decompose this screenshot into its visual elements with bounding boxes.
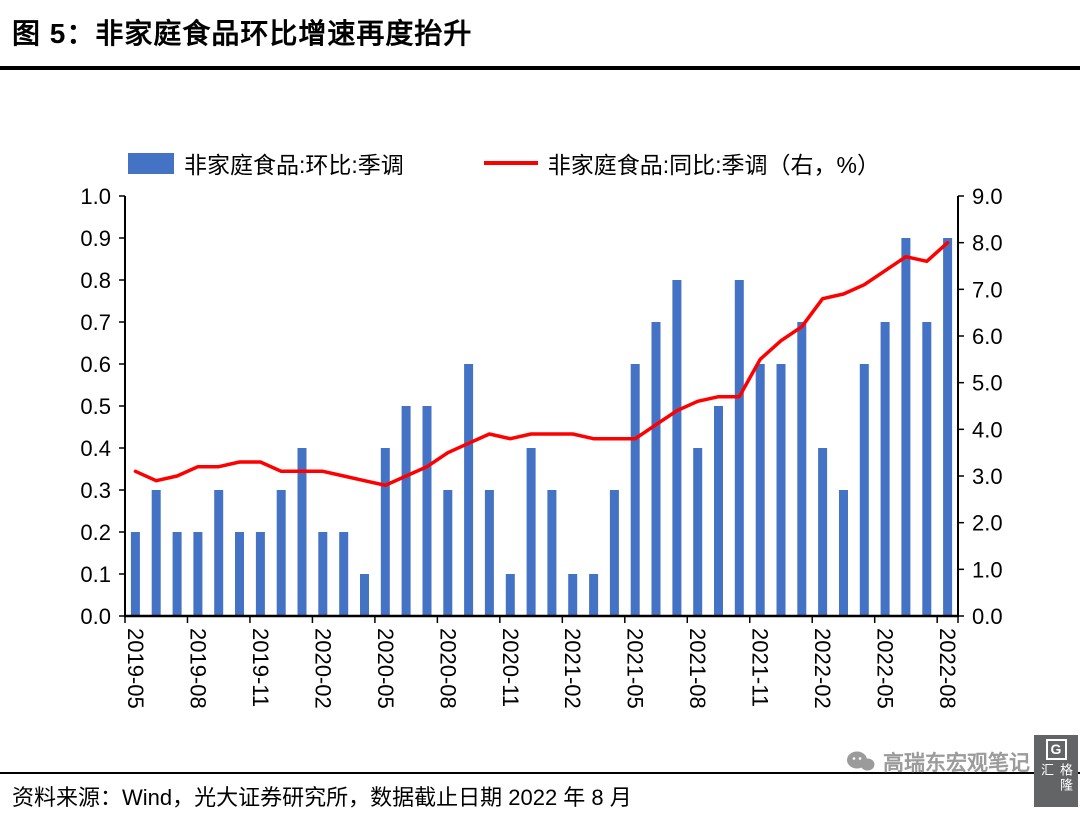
bar-2021-09	[714, 406, 723, 616]
x-tick-label: 2021-05	[623, 628, 648, 709]
bar-2022-03	[839, 490, 848, 616]
line-series-label: 非家庭食品:同比:季调（右，%）	[547, 152, 881, 178]
title-divider	[0, 66, 1080, 70]
x-tick-label: 2021-08	[685, 628, 710, 709]
bar-series-swatch-icon	[128, 152, 174, 174]
gelonghui-logo-icon: G	[1045, 739, 1067, 760]
bar-2022-08	[943, 238, 953, 616]
left-tick-label: 0.6	[80, 352, 111, 377]
bar-2019-07	[172, 532, 182, 616]
y-axis-right: 0.0 1.0 2.0 3.0 4.0 5.0 6.0 7.0 8.0 9.0	[958, 184, 1003, 629]
bar-2020-03	[339, 532, 349, 616]
bar-2021-04	[609, 490, 619, 616]
bar-2021-02	[568, 574, 578, 616]
left-tick-label: 0.8	[80, 268, 111, 293]
bar-2021-11	[755, 364, 765, 616]
x-tick-label: 2022-02	[810, 628, 835, 709]
x-tick-label: 2019-08	[185, 628, 210, 709]
right-tick-label: 6.0	[972, 324, 1003, 349]
right-tick-label: 1.0	[972, 557, 1003, 582]
bar-2021-03	[589, 574, 599, 616]
legend-item-mom-bars: 非家庭食品:环比:季调	[128, 146, 404, 180]
left-tick-label: 0.4	[80, 436, 111, 461]
bar-2020-01	[297, 448, 307, 616]
left-tick-label: 1.0	[80, 184, 111, 209]
source-note: 资料来源：Wind，光大证券研究所，数据截止日期 2022 年 8 月	[12, 785, 632, 810]
bar-2021-07	[672, 280, 682, 616]
x-tick-label: 2020-05	[373, 628, 398, 709]
bar-2020-09	[464, 364, 474, 616]
bar-2021-01	[547, 490, 557, 616]
bar-2021-10	[734, 280, 744, 616]
gelonghui-logo: G 格隆汇	[1034, 735, 1078, 807]
x-tick-label: 2019-11	[248, 628, 273, 707]
right-tick-label: 9.0	[972, 184, 1003, 209]
right-tick-label: 4.0	[972, 417, 1003, 442]
right-tick-label: 8.0	[972, 231, 1003, 256]
left-tick-label: 0.0	[80, 604, 111, 629]
yoy-line	[133, 240, 950, 488]
x-tick-label: 2022-08	[935, 628, 960, 709]
x-tick-label: 2021-11	[748, 628, 773, 707]
left-tick-label: 0.1	[80, 562, 111, 587]
legend-item-yoy-line: 非家庭食品:同比:季调（右，%）	[483, 146, 881, 180]
figure-title: 图 5：非家庭食品环比增速再度抬升	[12, 18, 473, 49]
bar-2020-12	[526, 448, 536, 616]
bar-2020-05	[380, 448, 390, 616]
x-tick-label: 2021-02	[560, 628, 585, 709]
left-tick-label: 0.5	[80, 394, 111, 419]
bar-2019-10	[235, 532, 244, 616]
bar-2020-04	[360, 574, 369, 616]
bar-2020-06	[401, 406, 411, 616]
left-tick-label: 0.3	[80, 478, 111, 503]
wechat-icon	[847, 751, 875, 771]
bar-2019-11	[255, 532, 265, 616]
chart-legend: 非家庭食品:环比:季调 非家庭食品:同比:季调（右，%）	[128, 146, 880, 180]
watermark-text: 高瑞东宏观笔记	[883, 752, 1030, 775]
bar-2022-01	[797, 322, 807, 616]
y-axis-left: 0.0 0.1 0.2 0.3 0.4 0.5 0.6 0.7 0.8 0.9 1.0	[80, 184, 125, 629]
bar-series-label: 非家庭食品:环比:季调	[184, 152, 404, 178]
line-series-swatch-icon	[483, 161, 538, 165]
bar-2021-08	[693, 448, 703, 616]
bar-2022-07	[922, 322, 932, 616]
right-tick-label: 7.0	[972, 277, 1003, 302]
x-tick-label: 2020-02	[310, 628, 335, 709]
x-axis: 2019-05 2019-08 2019-11 2020-02 2020-05 2020-…	[123, 616, 960, 709]
x-tick-label: 2019-05	[123, 628, 148, 709]
bar-2021-05	[630, 364, 640, 616]
bar-2019-06	[151, 490, 161, 616]
gelonghui-logo-text: 格隆汇	[1039, 763, 1073, 793]
bar-2019-05	[130, 532, 140, 616]
x-tick-label: 2020-11	[498, 628, 523, 707]
right-tick-label: 5.0	[972, 371, 1003, 396]
left-tick-label: 0.7	[80, 310, 111, 335]
x-tick-label: 2020-08	[435, 628, 460, 709]
right-tick-label: 0.0	[972, 604, 1003, 629]
bar-2022-05	[880, 322, 890, 616]
left-tick-label: 0.9	[80, 226, 111, 251]
bar-2019-12	[276, 490, 286, 616]
bar-2020-08	[443, 490, 453, 616]
bar-2019-08	[193, 532, 203, 616]
bars	[130, 238, 953, 616]
bar-2022-06	[901, 238, 911, 616]
bar-2020-11	[505, 574, 515, 616]
footer-divider	[0, 772, 1080, 774]
bar-2021-12	[776, 364, 786, 616]
left-tick-label: 0.2	[80, 520, 111, 545]
right-tick-label: 2.0	[972, 511, 1003, 536]
bar-2021-06	[651, 322, 661, 616]
bar-2022-04	[859, 364, 869, 616]
bar-2020-07	[422, 406, 432, 616]
right-tick-label: 3.0	[972, 464, 1003, 489]
bar-2020-02	[318, 532, 328, 616]
bar-2022-02	[818, 448, 828, 616]
bar-2019-09	[214, 490, 224, 616]
x-tick-label: 2022-05	[873, 628, 898, 709]
watermark: 高瑞东宏观笔记	[846, 747, 1030, 777]
bar-2020-10	[484, 490, 494, 616]
